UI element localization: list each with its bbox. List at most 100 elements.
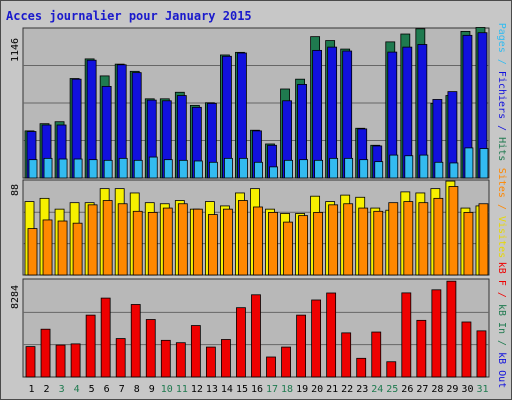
bar-pages bbox=[464, 147, 474, 179]
bar-kb-f bbox=[266, 356, 276, 378]
bar-sites bbox=[117, 203, 128, 276]
x-tick-label: 27 bbox=[416, 384, 428, 395]
legend-entry: / bbox=[496, 198, 507, 216]
bar-kb-f bbox=[296, 314, 306, 378]
bar-pages bbox=[254, 161, 263, 179]
x-tick-label: 19 bbox=[296, 384, 308, 395]
x-tick-label: 25 bbox=[386, 384, 398, 395]
bar-pages bbox=[58, 158, 68, 179]
legend-entry: kB Out bbox=[496, 352, 507, 388]
legend-entry: / bbox=[496, 53, 507, 71]
bar-pages bbox=[133, 159, 143, 179]
bar-kb-f bbox=[446, 280, 457, 378]
x-tick-label: 30 bbox=[461, 384, 473, 395]
x-tick-label: 12 bbox=[191, 384, 203, 395]
bar-sites bbox=[223, 208, 233, 276]
bar-pages bbox=[329, 157, 339, 179]
bar-kb-f bbox=[100, 297, 111, 378]
legend-sites-visits: Sites / Visites bbox=[496, 168, 507, 258]
x-tick-label: 29 bbox=[446, 384, 458, 395]
legend-entry: Hits bbox=[496, 137, 507, 161]
bar-sites bbox=[238, 200, 248, 276]
bar-pages bbox=[434, 161, 444, 179]
bar-kb-f bbox=[85, 314, 96, 378]
bar-sites bbox=[87, 204, 98, 276]
bar-sites bbox=[343, 203, 354, 276]
bar-sites bbox=[328, 204, 339, 276]
bar-pages bbox=[359, 159, 369, 179]
x-tick-label: 14 bbox=[221, 384, 233, 395]
bar-kb-f bbox=[70, 343, 81, 378]
bar-sites bbox=[478, 203, 489, 276]
legend-entry: Sites bbox=[496, 168, 507, 198]
x-tick-label: 24 bbox=[371, 384, 383, 395]
bar-pages bbox=[404, 155, 414, 179]
bar-kb-f bbox=[236, 307, 246, 378]
x-tick-label: 10 bbox=[161, 384, 173, 395]
bar-pages bbox=[389, 154, 399, 179]
bar-pages bbox=[88, 159, 98, 179]
legend-entry: Fichiers bbox=[496, 71, 507, 119]
x-tick-label: 15 bbox=[236, 384, 248, 395]
bar-pages bbox=[449, 162, 459, 179]
bar-sites bbox=[102, 200, 113, 276]
x-tick-label: 28 bbox=[431, 384, 443, 395]
bar-kb-f bbox=[190, 325, 201, 378]
bar-pages bbox=[208, 161, 218, 179]
legend-entry: Visites bbox=[496, 216, 507, 258]
legend-pages-files-hits: Pages / Fichiers / Hits bbox=[496, 23, 507, 162]
bar-kb-f bbox=[356, 357, 367, 378]
bar-sites bbox=[313, 211, 324, 276]
bar-kb-f bbox=[416, 319, 427, 378]
bar-pages bbox=[73, 158, 83, 179]
bar-pages bbox=[344, 157, 354, 179]
bar-pages bbox=[43, 157, 53, 179]
series-legend: Pages / Fichiers / Hits Sites / Visites kB… bbox=[496, 23, 507, 388]
bar-sites bbox=[253, 206, 263, 276]
bar-sites bbox=[433, 197, 444, 276]
bar-sites bbox=[298, 215, 308, 276]
bar-sites bbox=[268, 211, 278, 276]
bar-pages bbox=[419, 154, 429, 179]
bar-kb-f bbox=[431, 289, 442, 378]
bar-sites bbox=[358, 207, 369, 276]
bar-kb-f bbox=[311, 299, 322, 378]
bar-sites bbox=[42, 219, 53, 276]
bar-kb-f bbox=[130, 304, 141, 378]
bar-kb-f bbox=[205, 346, 216, 378]
bar-pages bbox=[284, 159, 293, 179]
bar-sites bbox=[27, 228, 38, 276]
bar-sites bbox=[192, 208, 203, 276]
bar-kb-f bbox=[341, 332, 352, 378]
bar-pages bbox=[224, 157, 233, 179]
x-tick-label: 21 bbox=[326, 384, 338, 395]
x-tick-label: 3 bbox=[59, 384, 65, 395]
bar-pages bbox=[269, 166, 278, 179]
x-tick-label: 1 bbox=[29, 384, 35, 395]
legend-entry: Pages bbox=[496, 23, 507, 53]
bar-pages bbox=[148, 156, 158, 179]
x-tick-label: 17 bbox=[266, 384, 278, 395]
bar-kb-f bbox=[461, 321, 472, 378]
bar-pages bbox=[374, 161, 384, 179]
x-tick-label: 6 bbox=[104, 384, 110, 395]
bar-sites bbox=[132, 210, 143, 276]
bar-kb-f bbox=[160, 339, 171, 378]
x-tick-label: 11 bbox=[176, 384, 188, 395]
bar-pages bbox=[479, 148, 489, 179]
bar-sites bbox=[463, 211, 474, 276]
bar-sites bbox=[57, 220, 68, 276]
bar-sites bbox=[72, 222, 83, 276]
bar-kb-f bbox=[281, 346, 291, 378]
bar-pages bbox=[314, 159, 324, 179]
bar-kb-f bbox=[371, 331, 382, 378]
bar-pages bbox=[103, 159, 113, 179]
bar-sites bbox=[147, 211, 158, 276]
bar-sites bbox=[448, 186, 459, 276]
chart-title: Acces journalier pour January 2015 bbox=[6, 9, 252, 23]
x-tick-label: 16 bbox=[251, 384, 263, 395]
bar-kb-f bbox=[326, 292, 337, 378]
bar-kb-f bbox=[221, 339, 231, 378]
ymax-label-3: 8284 bbox=[10, 285, 21, 309]
